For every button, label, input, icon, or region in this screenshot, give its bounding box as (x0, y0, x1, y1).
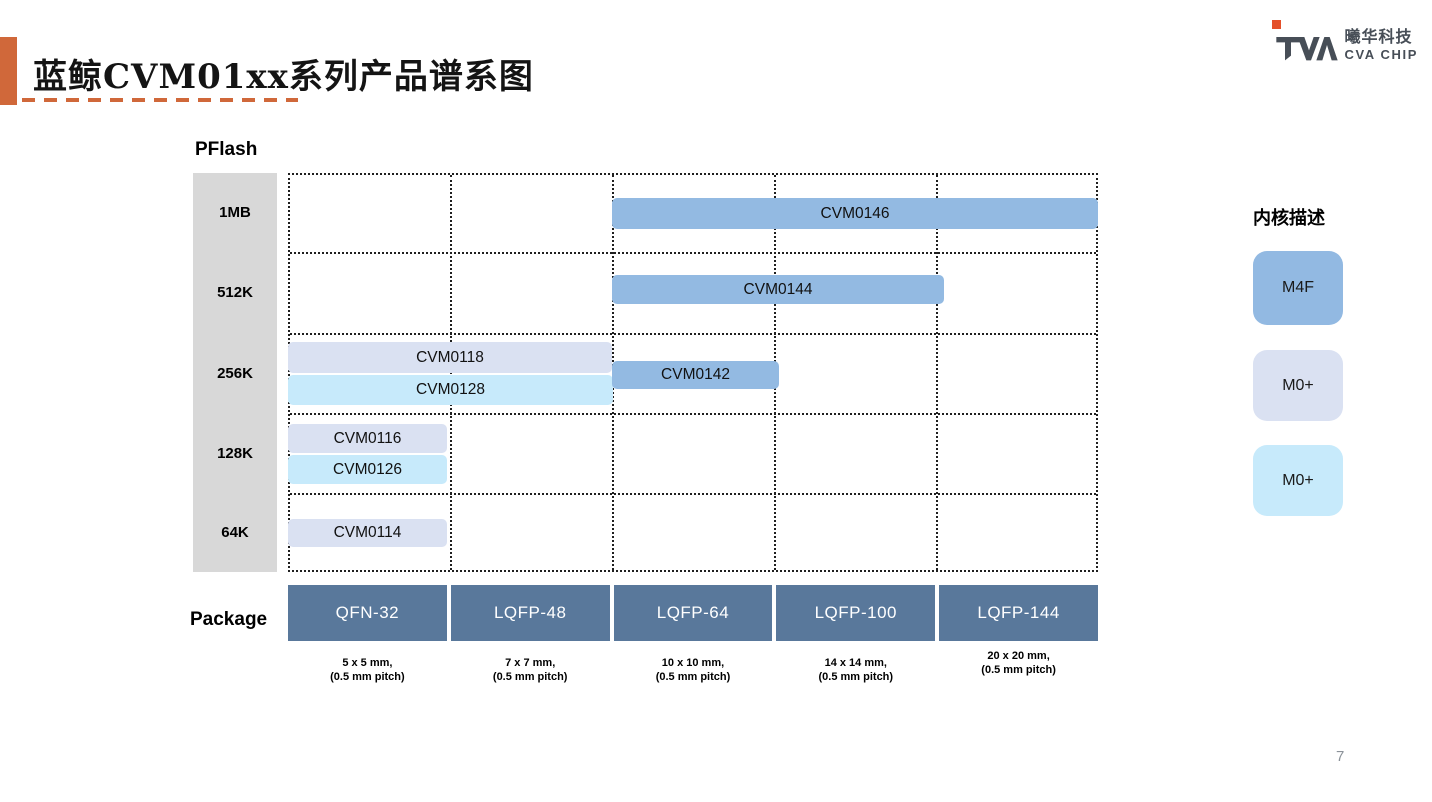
pflash-axis-strip: 1MB 512K 256K 128K 64K (193, 173, 277, 572)
grid-hline (290, 493, 1096, 495)
package-pitch: (0.5 mm pitch) (981, 664, 1056, 676)
y-tick-256k: 256K (217, 364, 253, 382)
package-dimensions: 7 x 7 mm, (505, 657, 556, 669)
product-bar-cvm0142: CVM0142 (612, 361, 779, 389)
package-caption-lqfp64: 10 x 10 mm, (0.5 mm pitch) (614, 656, 773, 684)
page-number: 7 (1336, 748, 1345, 765)
package-cell-lqfp144: LQFP-144 (939, 585, 1098, 641)
package-caption-qfn32: 5 x 5 mm, (0.5 mm pitch) (288, 656, 447, 684)
cva-logo-icon (1263, 18, 1339, 64)
y-tick-512k: 512K (217, 284, 253, 301)
package-dimensions: 20 x 20 mm, (987, 650, 1050, 662)
grid-hline (290, 413, 1096, 415)
logo-text: 曦华科技 CVA CHIP (1345, 18, 1418, 62)
page-title: 蓝鲸CVM01xx系列产品谱系图 (33, 57, 534, 97)
package-pitch: (0.5 mm pitch) (818, 671, 894, 683)
package-pitch: (0.5 mm pitch) (330, 671, 405, 683)
product-bar-cvm0144: CVM0144 (612, 275, 944, 304)
grid-hline (290, 333, 1096, 335)
package-dimensions: 5 x 5 mm, (342, 657, 393, 669)
logo-orange-square-icon (1271, 20, 1281, 29)
title-accent-bar (0, 37, 17, 105)
grid-hline (290, 252, 1096, 254)
product-bar-cvm0118: CVM0118 (288, 342, 612, 373)
product-bar-cvm0146: CVM0146 (612, 198, 1098, 229)
package-caption-row: 5 x 5 mm, (0.5 mm pitch) 7 x 7 mm, (0.5 … (288, 650, 1098, 684)
logo-brand-cn: 曦华科技 (1344, 29, 1413, 46)
company-logo: 曦华科技 CVA CHIP (1263, 18, 1418, 64)
product-bar-cvm0126: CVM0126 (288, 455, 447, 484)
y-axis-title: PFlash (195, 139, 258, 160)
logo-brand-en: CVA CHIP (1344, 47, 1418, 62)
legend-item-m0plus-1: M0+ (1253, 350, 1343, 421)
y-tick-1mb: 1MB (219, 204, 251, 221)
legend-title: 内核描述 (1253, 208, 1325, 228)
title-dashed-underline (22, 98, 298, 102)
package-dimensions: 14 x 14 mm, (824, 657, 887, 669)
x-axis-title: Package (190, 609, 268, 630)
y-tick-64k: 64K (221, 524, 249, 541)
product-bar-cvm0116: CVM0116 (288, 424, 447, 453)
y-tick-128k: 128K (217, 444, 253, 462)
package-dimensions: 10 x 10 mm, (661, 657, 725, 669)
package-cell-lqfp48: LQFP-48 (450, 585, 610, 641)
product-bar-cvm0114: CVM0114 (288, 519, 447, 547)
package-cell-lqfp64: LQFP-64 (613, 585, 773, 641)
package-pitch: (0.5 mm pitch) (492, 671, 568, 683)
grid-vline (936, 175, 938, 570)
cva-lettermark-icon (1275, 37, 1338, 61)
package-caption-lqfp48: 7 x 7 mm, (0.5 mm pitch) (451, 656, 610, 684)
package-cell-qfn32: QFN-32 (288, 585, 447, 641)
legend-item-m0plus-2: M0+ (1253, 445, 1343, 516)
product-bar-cvm0128: CVM0128 (288, 375, 613, 405)
legend-item-m4f: M4F (1253, 251, 1343, 325)
package-caption-lqfp144: 20 x 20 mm, (0.5 mm pitch) (939, 649, 1098, 677)
package-cell-lqfp100: LQFP-100 (776, 585, 936, 641)
package-pitch: (0.5 mm pitch) (655, 671, 731, 683)
package-header-row: QFN-32 LQFP-48 LQFP-64 LQFP-100 LQFP-144 (288, 585, 1098, 641)
package-caption-lqfp100: 14 x 14 mm, (0.5 mm pitch) (776, 656, 935, 684)
